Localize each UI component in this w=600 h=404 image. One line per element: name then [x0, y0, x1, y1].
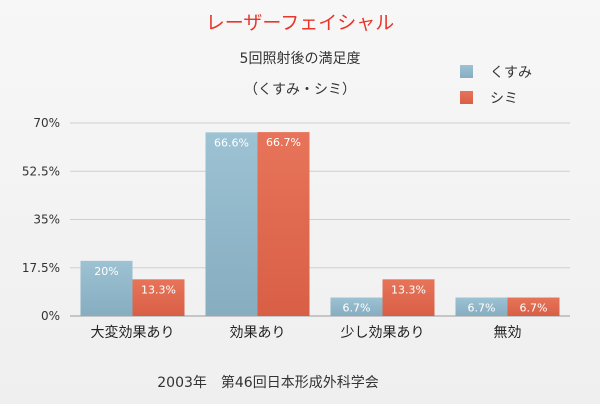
legend-label-kusumi: くすみ: [490, 65, 532, 81]
category-label: 無効: [494, 325, 522, 341]
chart-title: レーザーフェイシャル: [206, 12, 394, 34]
y-tick-label: 70%: [33, 116, 60, 130]
bar-shimi-1: [257, 132, 310, 316]
bar-kusumi-3: [455, 297, 508, 316]
category-label: 少し効果あり: [341, 325, 425, 341]
legend-label-shimi: シミ: [490, 91, 518, 107]
bar-kusumi-2: [330, 297, 383, 316]
data-label-kusumi-1: 66.6%: [214, 136, 249, 149]
bar-shimi-3: [507, 297, 560, 316]
data-label-shimi-1: 66.7%: [266, 136, 301, 149]
category-label: 効果あり: [230, 325, 286, 341]
bars: [80, 132, 560, 316]
data-label-kusumi-2: 6.7%: [343, 302, 371, 315]
data-label-shimi-3: 6.7%: [520, 302, 548, 315]
bar-shimi-2: [382, 279, 435, 316]
data-label-shimi-2: 13.3%: [391, 283, 426, 296]
chart-legend: くすみ シミ: [460, 65, 532, 107]
data-labels: 20% 13.3% 66.6% 66.7% 6.7% 13.3% 6.7% 6.7%: [94, 136, 547, 314]
bar-shimi-0: [132, 279, 185, 316]
y-tick-label: 17.5%: [22, 261, 60, 275]
bar-kusumi-0: [80, 260, 133, 316]
y-tick-label: 52.5%: [22, 164, 60, 178]
bar-kusumi-1: [205, 132, 258, 316]
legend-swatch-shimi: [460, 91, 473, 104]
y-tick-label: 35%: [33, 213, 60, 227]
y-tick-label: 0%: [41, 309, 60, 323]
chart-subtitle-line-2: （くすみ・シミ）: [244, 82, 356, 98]
data-label-shimi-0: 13.3%: [141, 283, 176, 296]
y-axis-ticks: 0% 17.5% 35% 52.5% 70%: [22, 116, 60, 323]
legend-swatch-kusumi: [460, 65, 473, 78]
data-label-kusumi-0: 20%: [94, 265, 118, 278]
source-note: 2003年 第46回日本形成外科学会: [157, 374, 378, 391]
chart-subtitle-line-1: 5回照射後の満足度: [240, 51, 361, 67]
data-label-kusumi-3: 6.7%: [468, 302, 496, 315]
category-label: 大変効果あり: [91, 324, 175, 341]
x-axis-categories: 大変効果あり 効果あり 少し効果あり 無効: [91, 324, 522, 341]
